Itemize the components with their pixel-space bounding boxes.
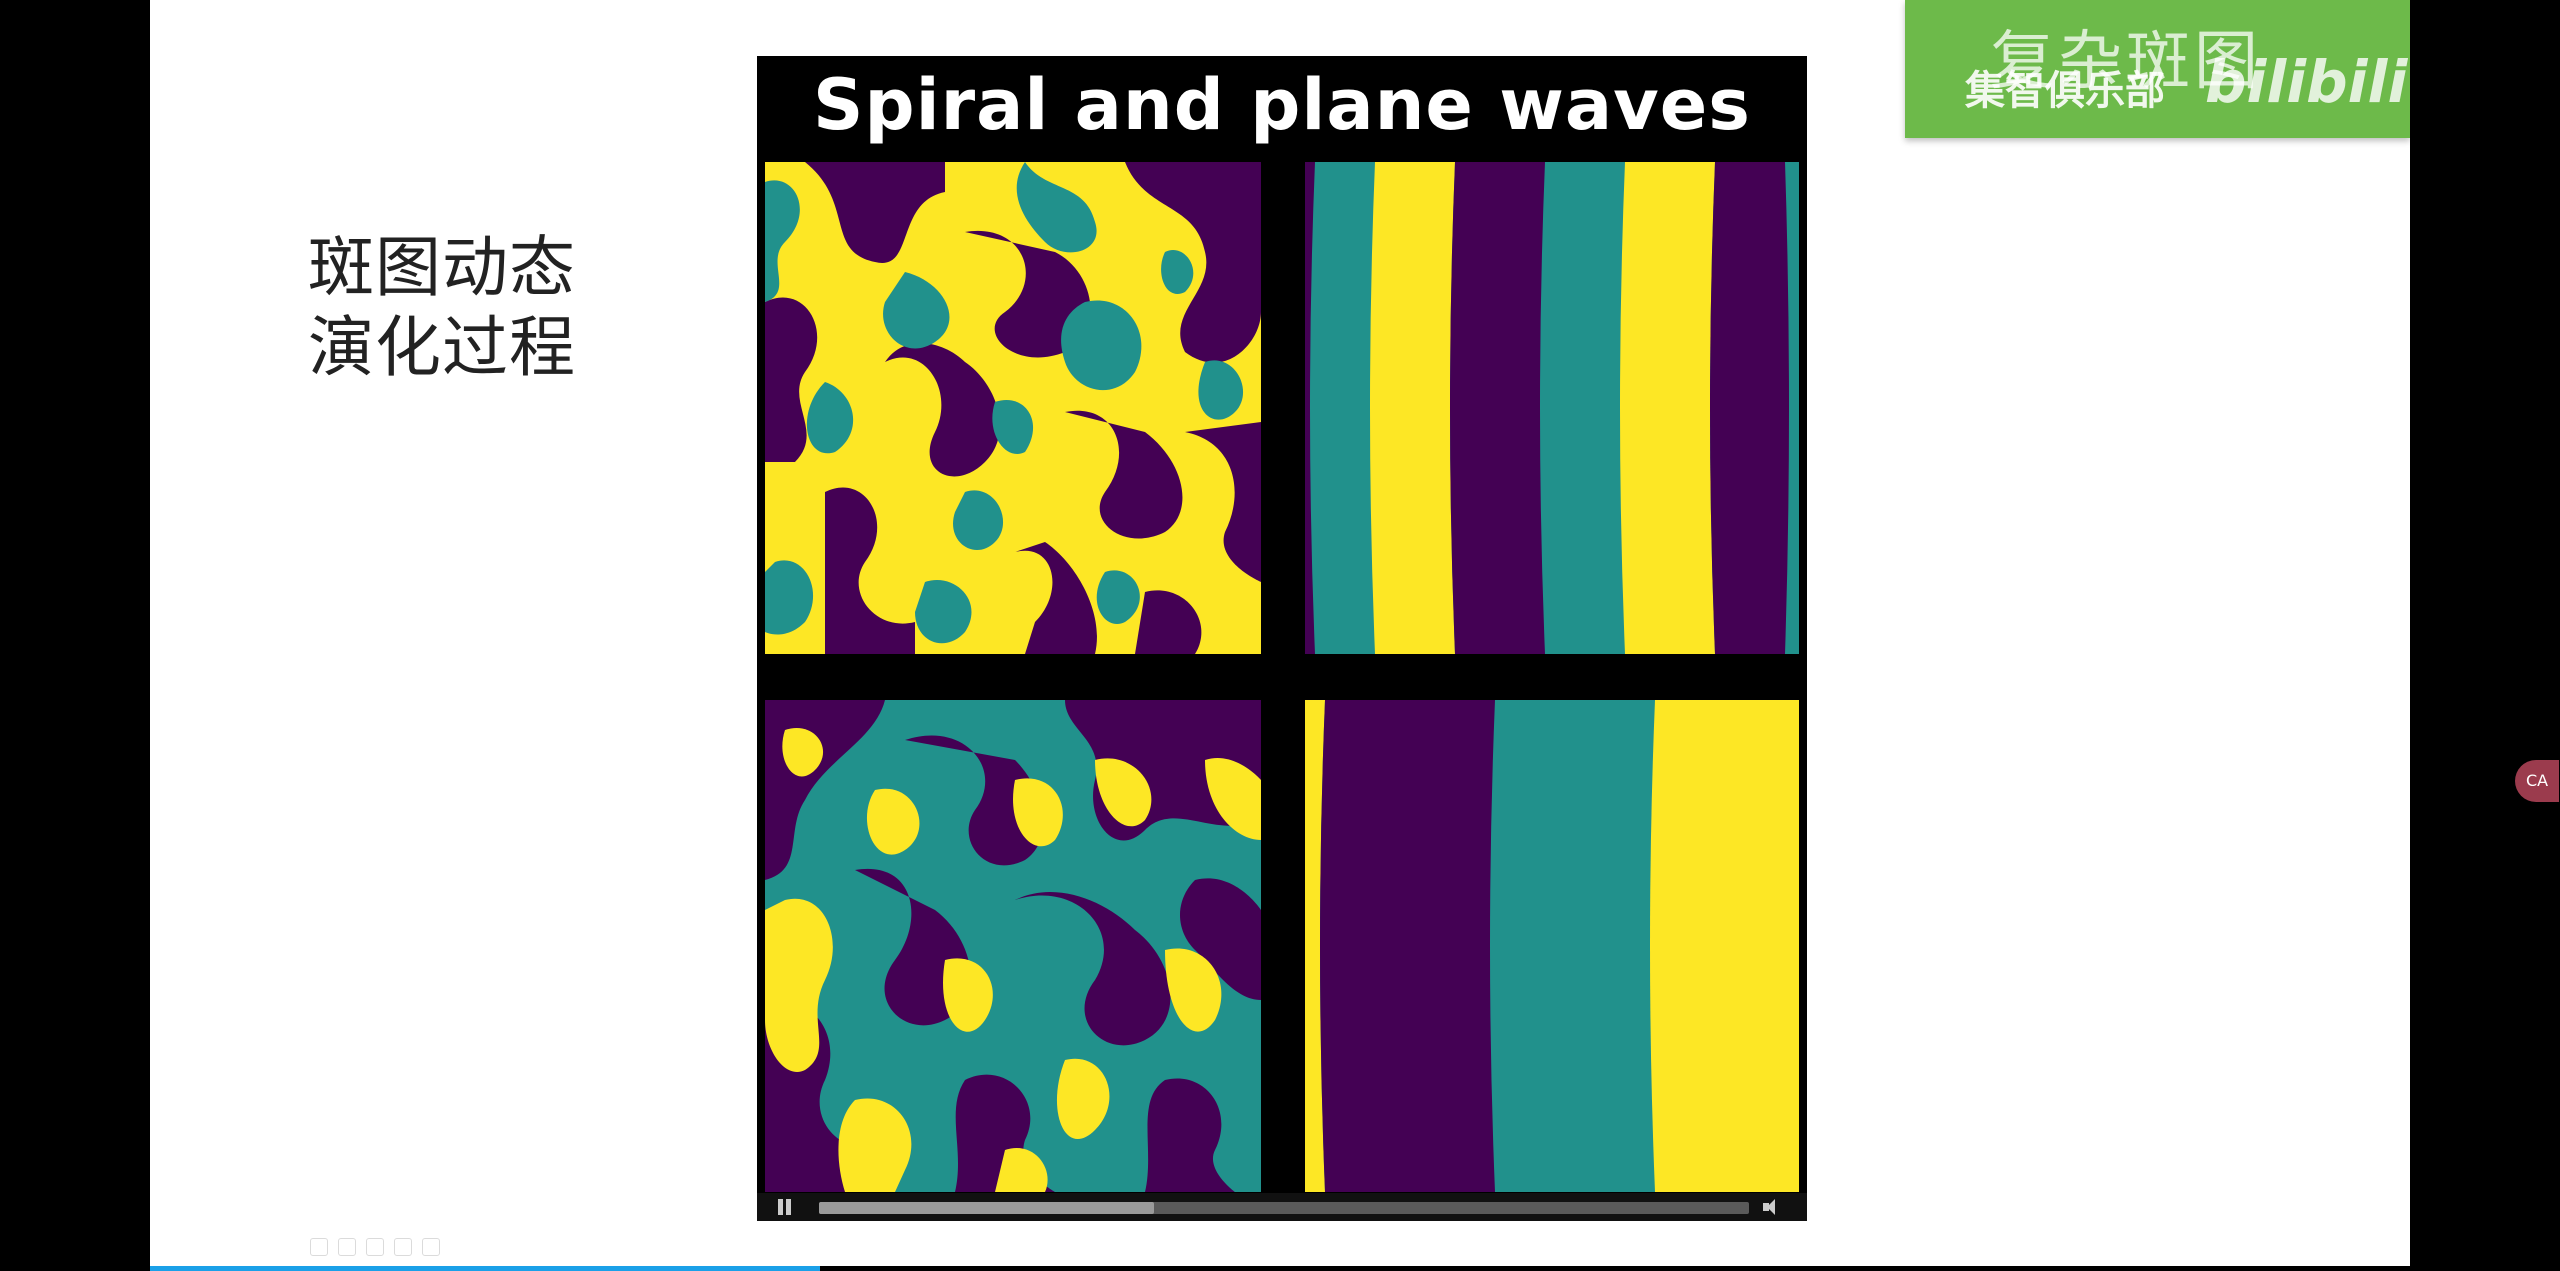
- panel-plane-waves-bottom: [1305, 700, 1799, 1192]
- volume-icon[interactable]: [1763, 1199, 1779, 1215]
- bilibili-logo: bilibili: [2205, 48, 2408, 116]
- panel-spiral-small: [765, 162, 1261, 654]
- watermark-banner: 复杂斑图 集智俱乐部 bilibili: [1905, 0, 2410, 138]
- toolbar-prev-icon[interactable]: [310, 1238, 328, 1256]
- toolbar-next-icon[interactable]: [338, 1238, 356, 1256]
- seek-bar[interactable]: [819, 1202, 1749, 1214]
- panel-spiral-large: [765, 700, 1261, 1192]
- toolbar-pen-icon[interactable]: [366, 1238, 384, 1256]
- toolbar-menu-icon[interactable]: [422, 1238, 440, 1256]
- slide-heading-line-2: 演化过程: [308, 309, 576, 386]
- video-controls: [757, 1193, 1807, 1221]
- seek-bar-fill: [819, 1202, 1154, 1214]
- toolbar-zoom-icon[interactable]: [394, 1238, 412, 1256]
- watermark-title: 复杂斑图: [1990, 25, 2262, 99]
- embedded-video[interactable]: Spiral and plane waves: [757, 56, 1807, 1221]
- slide-toolbar: [310, 1238, 440, 1258]
- video-title: Spiral and plane waves: [813, 64, 1751, 146]
- side-widget-avatar[interactable]: CA: [2515, 760, 2559, 802]
- slide-heading-line-1: 斑图动态: [308, 229, 576, 306]
- slide: 斑图动态 演化过程 Spiral and plane waves: [150, 0, 2410, 1266]
- panel-plane-waves-top: [1305, 162, 1799, 654]
- playback-progress-line: [150, 1266, 820, 1271]
- watermark-subtitle: 集智俱乐部: [1965, 68, 2165, 114]
- pause-icon[interactable]: [775, 1197, 795, 1217]
- slide-heading: 斑图动态 演化过程: [308, 228, 648, 388]
